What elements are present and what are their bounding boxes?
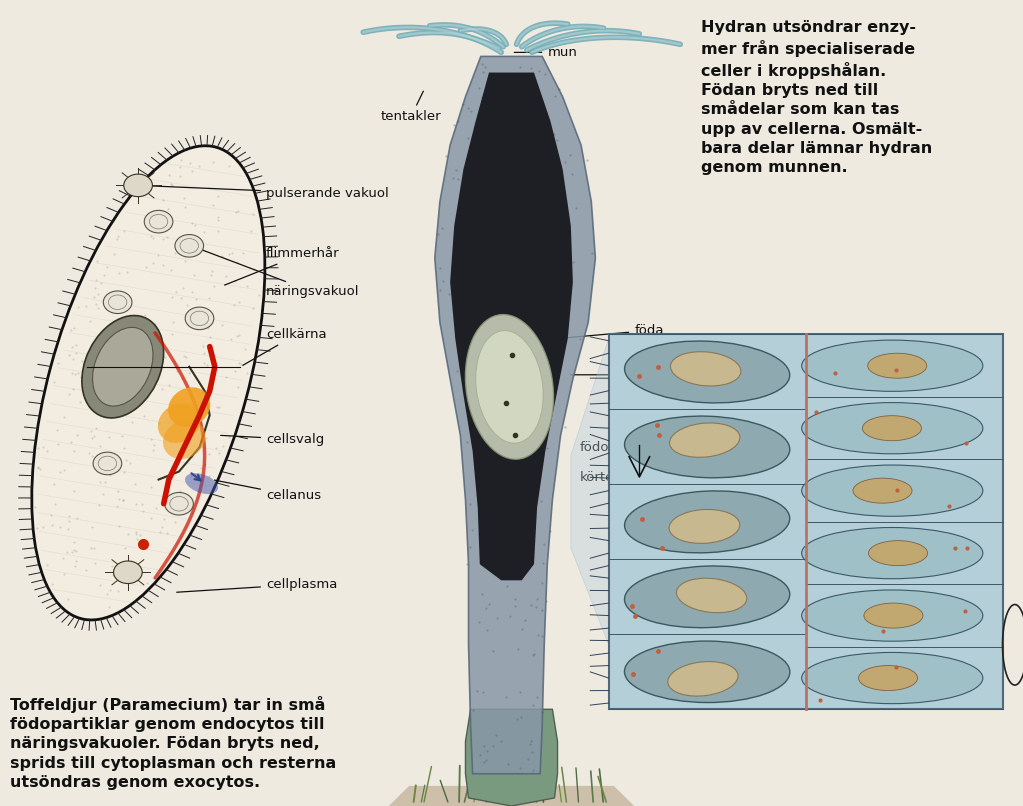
- Ellipse shape: [863, 603, 923, 628]
- Ellipse shape: [625, 341, 790, 403]
- Polygon shape: [465, 709, 558, 806]
- Text: cellkärna: cellkärna: [242, 328, 326, 365]
- Ellipse shape: [853, 478, 911, 503]
- Ellipse shape: [163, 420, 206, 459]
- Ellipse shape: [624, 416, 790, 478]
- Text: föda: föda: [561, 324, 664, 339]
- Ellipse shape: [858, 666, 918, 691]
- Text: mun: mun: [515, 46, 577, 59]
- Polygon shape: [389, 786, 634, 806]
- Text: cellsvalg: cellsvalg: [221, 433, 324, 446]
- Text: tentakler: tentakler: [381, 91, 441, 123]
- Text: födopartiklar: födopartiklar: [580, 441, 666, 454]
- Ellipse shape: [802, 590, 983, 642]
- Bar: [609, 334, 1003, 709]
- Ellipse shape: [185, 307, 214, 330]
- Ellipse shape: [676, 578, 747, 613]
- Ellipse shape: [862, 416, 922, 441]
- Ellipse shape: [93, 452, 122, 475]
- Ellipse shape: [165, 492, 193, 515]
- Ellipse shape: [868, 353, 927, 378]
- Ellipse shape: [625, 491, 790, 553]
- Ellipse shape: [869, 541, 928, 566]
- Text: pulserande vakuol: pulserande vakuol: [141, 185, 389, 200]
- Polygon shape: [571, 339, 609, 645]
- Ellipse shape: [668, 662, 738, 696]
- Ellipse shape: [114, 561, 142, 584]
- Text: Toffeldjur (Paramecium) tar in små
födopartiklar genom endocytos till
näringsvak: Toffeldjur (Paramecium) tar in små födop…: [10, 696, 337, 790]
- Text: cellanus: cellanus: [215, 480, 321, 502]
- Ellipse shape: [476, 330, 543, 443]
- Ellipse shape: [802, 340, 983, 392]
- Text: näringsvakuol: näringsvakuol: [194, 247, 359, 298]
- Ellipse shape: [624, 566, 790, 628]
- Text: Hydran utsöndrar enzy-
mer från specialiserade
celler i kroppshålan.
Födan bryts: Hydran utsöndrar enzy- mer från speciali…: [701, 20, 932, 175]
- Text: körtelcell: körtelcell: [580, 471, 641, 484]
- Polygon shape: [450, 73, 573, 580]
- Ellipse shape: [168, 388, 211, 426]
- Ellipse shape: [185, 473, 218, 494]
- Ellipse shape: [144, 210, 173, 233]
- Ellipse shape: [175, 235, 204, 257]
- Text: cellplasma: cellplasma: [177, 578, 338, 592]
- Ellipse shape: [802, 652, 983, 704]
- Ellipse shape: [802, 527, 983, 579]
- Ellipse shape: [124, 174, 152, 197]
- Ellipse shape: [92, 327, 153, 406]
- Text: gastralhåla: gastralhåla: [571, 368, 699, 382]
- Ellipse shape: [669, 423, 740, 457]
- Ellipse shape: [32, 146, 265, 620]
- Ellipse shape: [802, 465, 983, 517]
- Ellipse shape: [465, 314, 553, 459]
- Ellipse shape: [802, 402, 983, 454]
- Ellipse shape: [624, 641, 790, 703]
- Ellipse shape: [669, 509, 740, 543]
- Text: flimmerhår: flimmerhår: [225, 247, 340, 285]
- Ellipse shape: [82, 315, 164, 418]
- Ellipse shape: [103, 291, 132, 314]
- Ellipse shape: [670, 351, 741, 386]
- Polygon shape: [435, 56, 595, 774]
- Ellipse shape: [158, 404, 201, 442]
